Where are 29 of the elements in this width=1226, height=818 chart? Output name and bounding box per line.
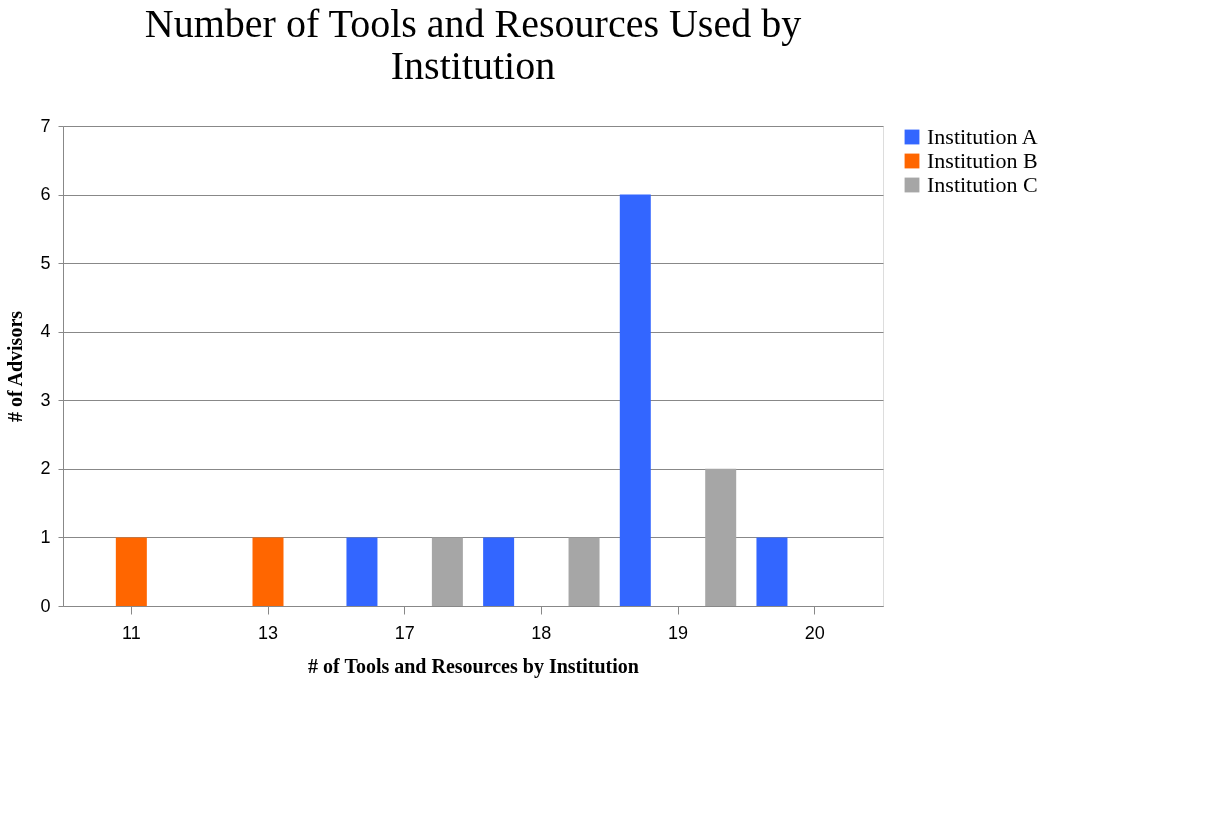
y-tick-label: 3: [40, 389, 51, 410]
x-tick-label: 11: [121, 622, 141, 643]
y-tick-label: 5: [40, 252, 51, 273]
bar: [115, 537, 147, 606]
legend-label: Institution B: [927, 148, 1038, 173]
x-axis-title: # of Tools and Resources by Institution: [308, 654, 639, 678]
x-tick-label: 13: [257, 622, 279, 643]
chart-title: Number of Tools and Resources Used by Institution: [144, 1, 802, 88]
legend-label: Institution A: [927, 124, 1038, 149]
y-tick-label: 7: [40, 115, 51, 136]
x-tick-label: 17: [394, 622, 415, 643]
bar: [705, 468, 737, 606]
bar: [568, 537, 600, 606]
bar: [431, 537, 463, 606]
y-tick-label: 2: [40, 458, 51, 479]
y-tick-label: 4: [40, 321, 51, 342]
bar: [483, 537, 515, 606]
y-tick-label: 0: [40, 595, 51, 616]
bar: [756, 537, 788, 606]
x-tick-label: 19: [667, 622, 689, 643]
y-tick-label: 1: [40, 526, 51, 547]
bar: [619, 194, 651, 606]
bar: [252, 537, 284, 606]
legend-label: Institution C: [927, 172, 1038, 197]
bar: [346, 537, 378, 606]
y-axis-title: # of Advisors: [4, 310, 27, 423]
x-tick-label: 20: [804, 622, 825, 643]
x-tick-label: 18: [531, 622, 552, 643]
y-tick-label: 6: [40, 184, 51, 205]
